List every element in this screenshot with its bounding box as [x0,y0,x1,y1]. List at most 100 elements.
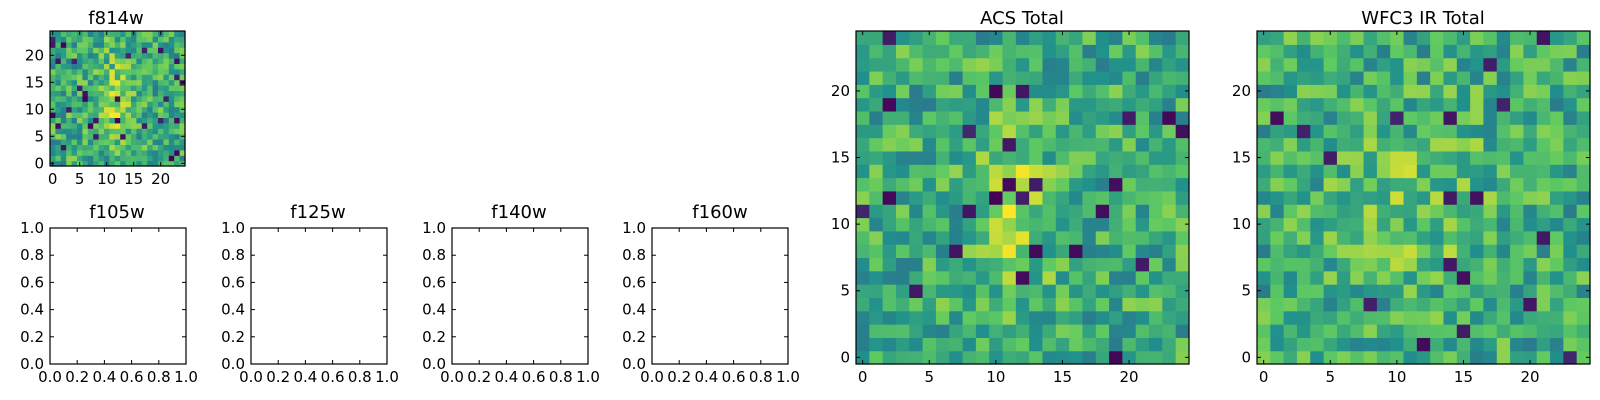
heatmap-cell-acs-total [1122,70,1137,85]
y-tick-label-f140w: 0.0 [422,355,446,373]
heatmap-cell-f814w [60,95,67,102]
heatmap-cell-wfc3-ir-total [1576,124,1591,139]
heatmap-cell-acs-total [1055,31,1070,45]
heatmap-cell-acs-total [882,84,897,99]
heatmap-cell-acs-total [909,31,924,45]
heatmap-cell-acs-total [1069,350,1084,365]
heatmap-cell-acs-total [922,284,937,298]
heatmap-cell-f814w [104,68,110,75]
heatmap-cell-f814w [179,68,186,75]
heatmap-cell-f814w [87,85,94,91]
heatmap-cell-f814w [98,155,105,162]
heatmap-cell-wfc3-ir-total [1416,177,1431,192]
heatmap-cell-wfc3-ir-total [1470,110,1485,125]
heatmap-cell-acs-total [1122,137,1137,152]
heatmap-cell-acs-total [935,257,950,272]
heatmap-cell-wfc3-ir-total [1510,350,1524,365]
heatmap-cell-f814w [104,106,110,113]
heatmap-cell-wfc3-ir-total [1576,97,1591,112]
heatmap-cell-acs-total [1055,57,1070,72]
heatmap-cell-f814w [147,144,154,151]
heatmap-cell-f814w [147,90,154,97]
heatmap-cell-f814w [120,58,127,64]
heatmap-cell-wfc3-ir-total [1310,150,1325,165]
heatmap-cell-acs-total [962,97,977,112]
heatmap-cell-wfc3-ir-total [1576,217,1591,232]
heatmap-cell-f814w [77,36,83,43]
heatmap-cell-wfc3-ir-total [1430,190,1445,205]
heatmap-cell-acs-total [1055,217,1070,232]
heatmap-cell-acs-total [1042,284,1057,298]
heatmap-cell-acs-total [869,110,884,125]
heatmap-cell-wfc3-ir-total [1323,284,1338,298]
heatmap-cell-f814w [125,58,132,64]
heatmap-cell-wfc3-ir-total [1350,284,1365,298]
heatmap-cell-wfc3-ir-total [1456,244,1471,259]
heatmap-cell-f814w [152,122,159,129]
heatmap-cell-acs-total [949,204,964,219]
heatmap-cell-acs-total [909,217,924,232]
heatmap-cell-f814w [50,74,56,81]
heatmap-cell-acs-total [1029,337,1044,352]
heatmap-cell-wfc3-ir-total [1390,150,1405,165]
heatmap-cell-f814w [93,47,100,54]
heatmap-cell-acs-total [1162,230,1177,245]
heatmap-cell-wfc3-ir-total [1336,137,1351,152]
heatmap-cell-acs-total [909,70,924,85]
heatmap-cell-acs-total [1002,217,1017,232]
heatmap-cell-f814w [109,41,116,48]
heatmap-cell-acs-total [909,297,924,312]
heatmap-cell-f814w [77,144,83,151]
heatmap-cell-f814w [60,160,67,167]
heatmap-cell-acs-total [856,204,870,219]
heatmap-cell-f814w [71,47,78,54]
heatmap-cell-wfc3-ir-total [1310,284,1325,298]
heatmap-cell-acs-total [1109,110,1123,125]
heatmap-cell-acs-total [1042,190,1057,205]
heatmap-cell-f814w [109,139,116,145]
heatmap-cell-f814w [109,74,116,81]
heatmap-cell-wfc3-ir-total [1350,70,1365,85]
heatmap-cell-acs-total [1082,177,1097,192]
heatmap-cell-acs-total [1069,297,1084,312]
heatmap-cell-acs-total [1015,324,1030,338]
heatmap-cell-wfc3-ir-total [1296,44,1311,59]
heatmap-cell-acs-total [1122,177,1137,192]
heatmap-cell-wfc3-ir-total [1270,190,1285,205]
heatmap-cell-f814w [125,155,132,162]
heatmap-cell-acs-total [1069,230,1084,245]
heatmap-cell-f814w [71,112,78,118]
heatmap-cell-f814w [77,68,83,75]
heatmap-cell-acs-total [1175,84,1190,99]
heatmap-cell-wfc3-ir-total [1376,270,1391,285]
x-tick-label-f105w: 0.6 [120,368,144,386]
heatmap-cell-wfc3-ir-total [1496,324,1511,338]
heatmap-cell-wfc3-ir-total [1270,257,1285,272]
heatmap-cell-acs-total [1082,110,1097,125]
panel-title-f140w: f140w [491,202,546,223]
heatmap-cell-acs-total [1122,217,1137,232]
heatmap-cell-acs-total [895,217,910,232]
heatmap-cell-wfc3-ir-total [1563,204,1578,219]
heatmap-cell-wfc3-ir-total [1390,97,1405,112]
heatmap-cell-f814w [66,155,73,162]
heatmap-cell-acs-total [1162,324,1177,338]
heatmap-cell-wfc3-ir-total [1376,150,1391,165]
heatmap-cell-acs-total [989,57,1004,72]
heatmap-cell-wfc3-ir-total [1350,97,1365,112]
heatmap-cell-acs-total [1042,310,1057,325]
heatmap-cell-f814w [168,149,175,156]
heatmap-cell-acs-total [935,230,950,245]
heatmap-cell-f814w [50,85,56,91]
heatmap-cell-acs-total [1162,190,1177,205]
heatmap-cell-f814w [114,139,121,145]
heatmap-cell-wfc3-ir-total [1523,137,1538,152]
heatmap-cell-acs-total [856,230,870,245]
heatmap-cell-f814w [147,85,154,91]
heatmap-cell-f814w [55,106,62,113]
heatmap-cell-wfc3-ir-total [1350,110,1365,125]
heatmap-cell-wfc3-ir-total [1430,337,1445,352]
heatmap-cell-wfc3-ir-total [1296,31,1311,45]
heatmap-cell-acs-total [1149,124,1163,139]
heatmap-cell-f814w [93,112,100,118]
